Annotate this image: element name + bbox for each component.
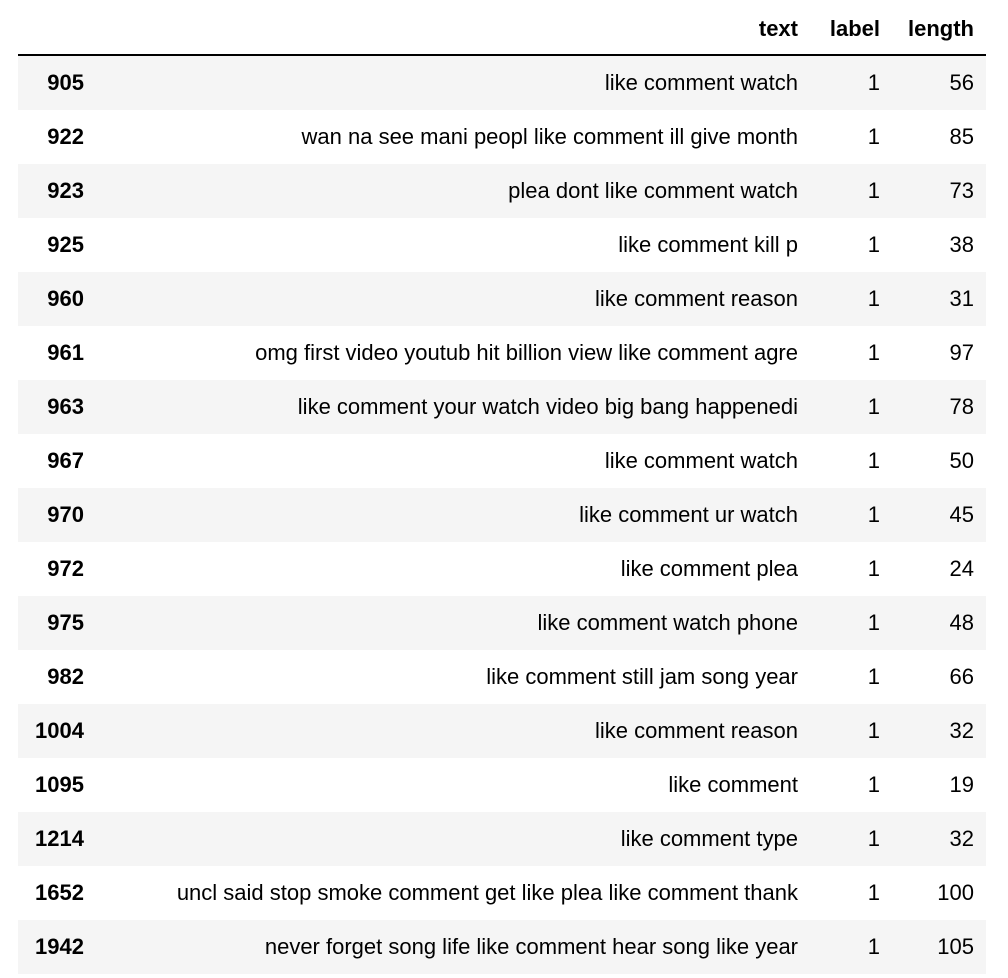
cell-length: 24 [900, 542, 986, 596]
table-body: 905 like comment watch 1 56 922 wan na s… [18, 55, 986, 974]
table-row: 972 like comment plea 1 24 [18, 542, 986, 596]
table-row: 961 omg first video youtub hit billion v… [18, 326, 986, 380]
cell-label: 1 [808, 650, 900, 704]
cell-length: 32 [900, 812, 986, 866]
header-text: text [94, 4, 808, 56]
cell-text: like comment [94, 758, 808, 812]
cell-text: never forget song life like comment hear… [94, 920, 808, 974]
table-row: 967 like comment watch 1 50 [18, 434, 986, 488]
cell-text: like comment your watch video big bang h… [94, 380, 808, 434]
table-row: 1942 never forget song life like comment… [18, 920, 986, 974]
row-index: 1095 [18, 758, 94, 812]
cell-length: 31 [900, 272, 986, 326]
table-row: 1095 like comment 1 19 [18, 758, 986, 812]
cell-label: 1 [808, 704, 900, 758]
cell-text: like comment plea [94, 542, 808, 596]
cell-text: like comment still jam song year [94, 650, 808, 704]
table-row: 963 like comment your watch video big ba… [18, 380, 986, 434]
cell-text: like comment ur watch [94, 488, 808, 542]
row-index: 923 [18, 164, 94, 218]
row-index: 1942 [18, 920, 94, 974]
table-row: 923 plea dont like comment watch 1 73 [18, 164, 986, 218]
cell-text: plea dont like comment watch [94, 164, 808, 218]
row-index: 1214 [18, 812, 94, 866]
cell-length: 45 [900, 488, 986, 542]
table-row: 1004 like comment reason 1 32 [18, 704, 986, 758]
table-row: 1214 like comment type 1 32 [18, 812, 986, 866]
cell-label: 1 [808, 542, 900, 596]
cell-label: 1 [808, 920, 900, 974]
cell-label: 1 [808, 596, 900, 650]
table-row: 1652 uncl said stop smoke comment get li… [18, 866, 986, 920]
cell-text: wan na see mani peopl like comment ill g… [94, 110, 808, 164]
cell-length: 56 [900, 55, 986, 110]
cell-text: uncl said stop smoke comment get like pl… [94, 866, 808, 920]
cell-label: 1 [808, 866, 900, 920]
cell-text: like comment reason [94, 704, 808, 758]
cell-length: 78 [900, 380, 986, 434]
cell-length: 85 [900, 110, 986, 164]
cell-label: 1 [808, 164, 900, 218]
table-header: text label length [18, 4, 986, 56]
row-index: 922 [18, 110, 94, 164]
header-length: length [900, 4, 986, 56]
cell-text: like comment watch [94, 434, 808, 488]
cell-length: 38 [900, 218, 986, 272]
table-row: 922 wan na see mani peopl like comment i… [18, 110, 986, 164]
cell-label: 1 [808, 55, 900, 110]
header-label: label [808, 4, 900, 56]
row-index: 970 [18, 488, 94, 542]
cell-label: 1 [808, 326, 900, 380]
cell-label: 1 [808, 380, 900, 434]
cell-length: 19 [900, 758, 986, 812]
row-index: 1652 [18, 866, 94, 920]
cell-text: like comment watch phone [94, 596, 808, 650]
cell-text: omg first video youtub hit billion view … [94, 326, 808, 380]
cell-text: like comment type [94, 812, 808, 866]
row-index: 961 [18, 326, 94, 380]
cell-length: 50 [900, 434, 986, 488]
cell-length: 48 [900, 596, 986, 650]
cell-label: 1 [808, 488, 900, 542]
cell-label: 1 [808, 272, 900, 326]
cell-text: like comment watch [94, 55, 808, 110]
row-index: 972 [18, 542, 94, 596]
cell-length: 66 [900, 650, 986, 704]
table-row: 925 like comment kill p 1 38 [18, 218, 986, 272]
row-index: 905 [18, 55, 94, 110]
table-row: 905 like comment watch 1 56 [18, 55, 986, 110]
cell-length: 100 [900, 866, 986, 920]
row-index: 963 [18, 380, 94, 434]
row-index: 1004 [18, 704, 94, 758]
cell-text: like comment kill p [94, 218, 808, 272]
cell-label: 1 [808, 434, 900, 488]
cell-text: like comment reason [94, 272, 808, 326]
dataframe-table: text label length 905 like comment watch… [18, 4, 986, 974]
row-index: 960 [18, 272, 94, 326]
cell-length: 73 [900, 164, 986, 218]
row-index: 982 [18, 650, 94, 704]
cell-length: 105 [900, 920, 986, 974]
table-row: 960 like comment reason 1 31 [18, 272, 986, 326]
row-index: 975 [18, 596, 94, 650]
header-row: text label length [18, 4, 986, 56]
cell-length: 97 [900, 326, 986, 380]
row-index: 967 [18, 434, 94, 488]
table-row: 982 like comment still jam song year 1 6… [18, 650, 986, 704]
cell-label: 1 [808, 218, 900, 272]
header-index [18, 4, 94, 56]
cell-label: 1 [808, 758, 900, 812]
table-row: 975 like comment watch phone 1 48 [18, 596, 986, 650]
table-row: 970 like comment ur watch 1 45 [18, 488, 986, 542]
row-index: 925 [18, 218, 94, 272]
cell-label: 1 [808, 812, 900, 866]
cell-length: 32 [900, 704, 986, 758]
cell-label: 1 [808, 110, 900, 164]
